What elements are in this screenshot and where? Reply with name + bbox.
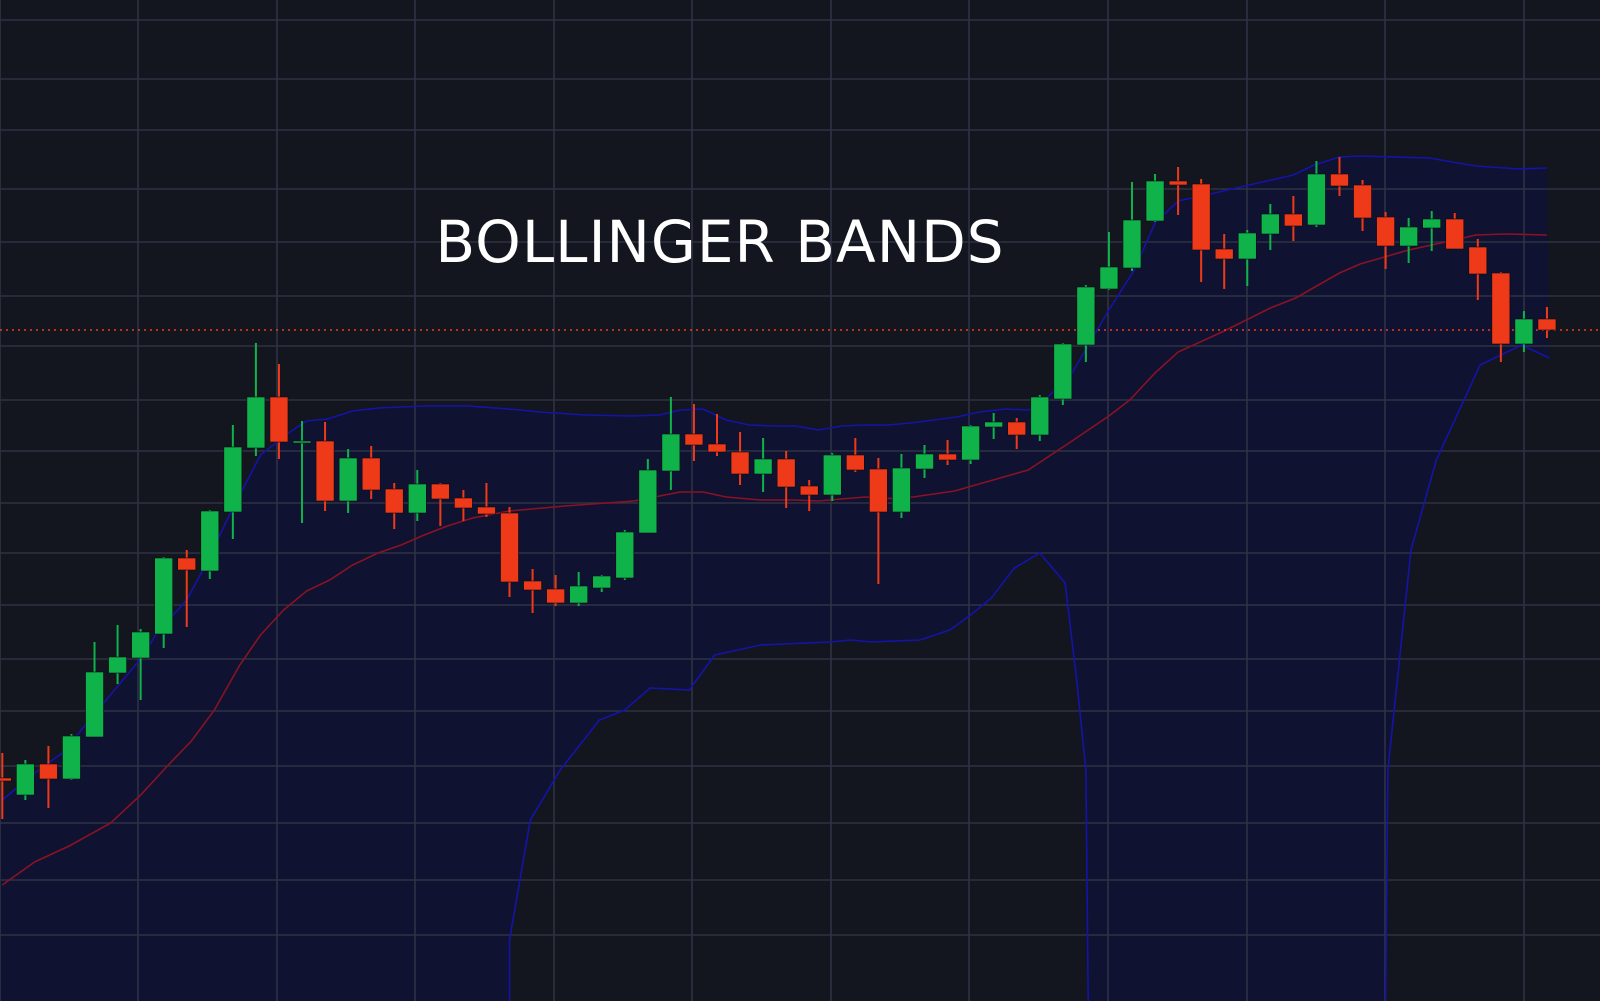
candle-body-up	[62, 735, 81, 780]
candle-body-down	[799, 485, 819, 496]
candle-body-down	[707, 443, 727, 453]
candle-body-down	[1330, 173, 1349, 187]
candle-body-down	[384, 488, 404, 514]
candle-body-up	[1261, 213, 1280, 235]
candle-body-up	[1145, 180, 1165, 222]
candle-body-down	[269, 396, 289, 443]
candle-body-up	[1237, 232, 1257, 260]
candle-body-down	[177, 557, 197, 571]
candle-body-up	[1514, 318, 1534, 345]
candle-body-down	[730, 451, 750, 475]
candle-body-up	[638, 469, 658, 534]
candle-body-up	[569, 585, 588, 604]
candle-body-down	[938, 453, 957, 461]
candle-body-up	[661, 433, 681, 472]
candle-body-down	[1191, 183, 1211, 251]
candle-body-up	[1099, 266, 1119, 290]
candle-body-down	[846, 454, 865, 471]
candle-body-up	[338, 457, 358, 502]
candle-body-up	[892, 467, 911, 513]
candle-body-down	[1537, 318, 1557, 331]
middle-band-line	[1, 233, 1548, 886]
candle-body-up	[292, 440, 312, 444]
candle-body-up	[1053, 343, 1073, 400]
candle-body-up	[16, 763, 35, 796]
band-fill	[0, 156, 1550, 1001]
candle-body-up	[961, 425, 980, 461]
candle-body-down	[500, 512, 519, 583]
candle-body-up	[1422, 218, 1442, 229]
candle-body-up	[1076, 286, 1096, 346]
candle-body-down	[361, 457, 381, 491]
candle-body-up	[85, 671, 104, 738]
candle-body-down	[1168, 180, 1188, 186]
candle-body-up	[246, 396, 266, 449]
candle-body-down	[1007, 421, 1027, 436]
candle-body-down	[315, 440, 335, 502]
candle-body-down	[523, 580, 542, 591]
candle-body-up	[592, 575, 612, 589]
candle-body-down	[39, 763, 58, 780]
candle-body-up	[1030, 396, 1050, 436]
candle-body-up	[154, 557, 173, 635]
candle-body-down	[684, 433, 704, 446]
candle-body-up	[131, 631, 150, 659]
candle-body-up	[1122, 219, 1142, 269]
candle-body-up	[753, 458, 773, 475]
candle-body-down	[1376, 216, 1395, 247]
candle-body-down	[454, 497, 473, 509]
candle-body-up	[108, 656, 127, 674]
candle-body-up	[984, 421, 1003, 428]
candle-body-down	[1214, 248, 1234, 260]
candle-body-down	[1491, 272, 1511, 345]
lower-band-line	[508, 551, 1089, 1001]
lower-band-line	[1384, 344, 1550, 1001]
candle-body-up	[223, 446, 243, 513]
candle-body-down	[869, 468, 888, 513]
candle-body-down	[477, 506, 496, 515]
candle-body-down	[1284, 213, 1303, 227]
candle-body-down	[1353, 184, 1372, 219]
candle-body-down	[546, 588, 565, 604]
candle-body-up	[822, 454, 842, 496]
candle-body-down	[776, 458, 796, 488]
candle-body-up	[200, 510, 220, 572]
candle-body-up	[915, 453, 934, 470]
chart-title: BOLLINGER BANDS	[435, 208, 1005, 276]
candle-body-up	[407, 483, 427, 514]
candle-body-up	[1307, 173, 1326, 226]
candle-body-down	[0, 777, 12, 782]
candle-body-down	[1468, 246, 1488, 275]
candle-body-up	[615, 531, 635, 579]
candle-body-down	[431, 483, 450, 500]
candle-body-down	[1445, 218, 1465, 250]
candle-body-up	[1399, 226, 1418, 247]
